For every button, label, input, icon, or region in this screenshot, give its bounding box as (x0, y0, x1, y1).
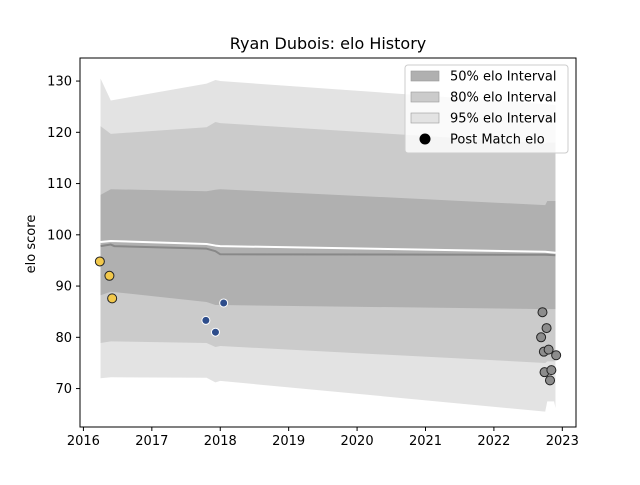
post-match-elo-point (546, 365, 557, 376)
post-match-elo-point (201, 315, 211, 325)
legend-label: 80% elo Interval (450, 91, 557, 106)
x-tick-label: 2021 (409, 434, 442, 449)
axes-frame (79, 57, 577, 428)
post-match-elo-point (210, 327, 220, 337)
y-tick-label: 130 (47, 75, 72, 90)
x-tick-label: 2020 (341, 434, 374, 449)
interval-band-50pct (100, 189, 556, 310)
y-tick-label: 90 (55, 280, 72, 295)
x-tick-label: 2022 (477, 434, 510, 449)
post-match-elo-point (543, 344, 554, 355)
post-match-elo-point (537, 307, 548, 318)
post-match-elo-point (536, 332, 547, 343)
legend: 50% elo Interval 80% elo Interval 95% elo … (404, 64, 569, 154)
legend-swatch (410, 112, 440, 124)
chart-title: Ryan Dubois: elo History (230, 34, 427, 53)
legend-marker (419, 133, 431, 145)
post-match-elo-point (94, 256, 105, 267)
y-tick-label: 110 (47, 177, 72, 192)
legend-swatch (410, 70, 440, 82)
post-match-elo-point (551, 350, 562, 361)
x-tick-label: 2018 (204, 434, 237, 449)
y-tick-label: 80 (55, 331, 72, 346)
x-tick-label: 2019 (272, 434, 305, 449)
legend-label: 95% elo Interval (450, 112, 557, 127)
legend-swatch (410, 91, 440, 103)
legend-label: 50% elo Interval (450, 70, 557, 85)
legend-label: Post Match elo (450, 133, 545, 148)
y-tick-label: 100 (47, 228, 72, 243)
post-match-elo-point (104, 270, 115, 281)
series-upper-line (100, 239, 556, 254)
x-tick-label: 2023 (546, 434, 579, 449)
legend-box (404, 64, 569, 154)
plot-area (94, 78, 562, 412)
y-tick-label: 70 (55, 382, 72, 397)
post-match-elo-point (545, 375, 555, 386)
x-tick-label: 2016 (67, 434, 100, 449)
axes: 2016 2017 2018 2019 2020 2021 2022 2023 70 80 90 10… (47, 57, 579, 449)
y-tick-label: 120 (47, 126, 72, 141)
x-tick-label: 2017 (135, 434, 168, 449)
y-axis-label: elo score (24, 215, 39, 274)
post-match-elo-point (107, 293, 118, 304)
post-match-elo-point (541, 323, 552, 334)
series-median-line (100, 243, 556, 257)
post-match-elo-point (219, 298, 229, 308)
